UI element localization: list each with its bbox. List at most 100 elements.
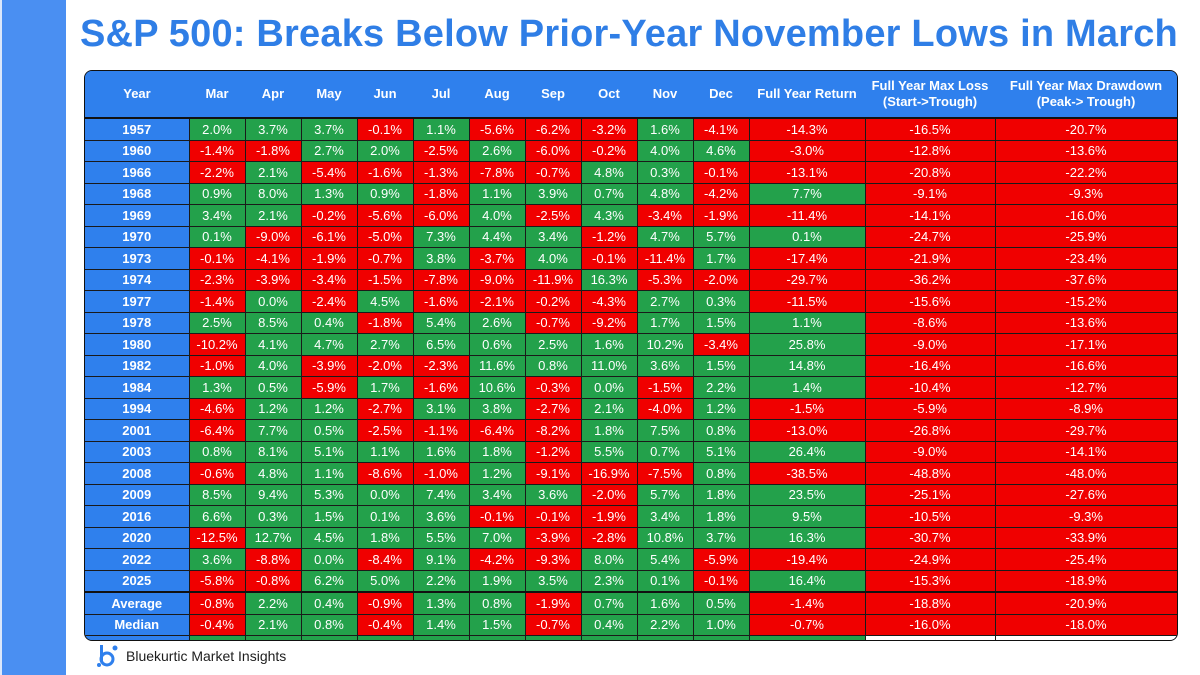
year-cell: 1994	[85, 397, 190, 420]
value-cell: 0.4%	[300, 311, 358, 334]
value-cell: 5.5%	[580, 440, 638, 463]
value-cell: 10.6%	[468, 376, 526, 399]
value-cell: 3.6%	[412, 505, 470, 528]
summary-value-cell: 63.64%	[692, 635, 750, 640]
value-cell: -1.9%	[692, 204, 750, 227]
year-cell: 2008	[85, 462, 190, 485]
value-cell: -10.2%	[188, 333, 246, 356]
column-header: Aug	[469, 71, 525, 119]
value-cell: -2.0%	[356, 354, 414, 377]
summary-label-cell: % Positive	[85, 635, 190, 640]
summary-value-cell: -18.0%	[994, 613, 1177, 636]
side-accent-line	[0, 0, 2, 675]
value-cell: -3.9%	[300, 354, 358, 377]
value-cell: 4.4%	[468, 225, 526, 248]
value-cell: 1.7%	[692, 247, 750, 270]
value-cell: -5.6%	[356, 204, 414, 227]
value-cell: 1.6%	[636, 117, 694, 141]
value-cell: -13.6%	[994, 139, 1177, 162]
value-cell: -14.3%	[748, 117, 866, 141]
value-cell: 3.1%	[412, 397, 470, 420]
value-cell: -5.9%	[864, 397, 996, 420]
summary-value-cell: -0.4%	[188, 613, 246, 636]
value-cell: 2.2%	[412, 569, 470, 593]
value-cell: -0.1%	[692, 161, 750, 184]
value-cell: 0.0%	[300, 548, 358, 571]
value-cell: -24.7%	[864, 225, 996, 248]
summary-value-cell: 72.73%	[636, 635, 694, 640]
value-cell: -4.2%	[692, 182, 750, 205]
value-cell: 0.0%	[580, 376, 638, 399]
value-cell: -2.3%	[412, 354, 470, 377]
value-cell: -6.4%	[188, 419, 246, 442]
value-cell: 0.0%	[356, 483, 414, 506]
value-cell: -4.1%	[244, 247, 302, 270]
column-header: Mar	[189, 71, 245, 119]
value-cell: 1.3%	[300, 182, 358, 205]
value-cell: -3.0%	[748, 139, 866, 162]
value-cell: 0.3%	[244, 505, 302, 528]
value-cell: 4.3%	[580, 204, 638, 227]
value-cell: 9.5%	[748, 505, 866, 528]
summary-value-cell: -20.9%	[994, 591, 1177, 615]
value-cell: -6.1%	[300, 225, 358, 248]
value-cell: 8.0%	[244, 182, 302, 205]
value-cell: -1.9%	[580, 505, 638, 528]
value-cell: -15.2%	[994, 290, 1177, 313]
value-cell: -9.3%	[994, 505, 1177, 528]
value-cell: 2.7%	[356, 333, 414, 356]
table-header-row: Year Mar Apr May Jun Jul Aug Sep Oct Nov Dec Full Y…	[85, 71, 1177, 119]
value-cell: 0.1%	[356, 505, 414, 528]
value-cell: -0.7%	[524, 311, 582, 334]
value-cell: -1.8%	[412, 182, 470, 205]
value-cell: -1.8%	[356, 311, 414, 334]
value-cell: -9.3%	[994, 182, 1177, 205]
value-cell: 4.7%	[636, 225, 694, 248]
value-cell: 2.6%	[468, 311, 526, 334]
value-cell: 5.7%	[636, 483, 694, 506]
value-cell: 4.0%	[468, 204, 526, 227]
value-cell: 11.0%	[580, 354, 638, 377]
value-cell: 4.0%	[524, 247, 582, 270]
value-cell: 0.3%	[636, 161, 694, 184]
year-cell: 1984	[85, 376, 190, 399]
column-header: May	[301, 71, 357, 119]
year-cell: 1980	[85, 333, 190, 356]
footer-brand-text: Bluekurtic Market Insights	[126, 648, 287, 664]
side-accent-bar	[0, 0, 66, 675]
value-cell: -1.6%	[356, 161, 414, 184]
value-cell: -6.0%	[412, 204, 470, 227]
value-cell: 2.1%	[244, 204, 302, 227]
value-cell: 1.2%	[244, 397, 302, 420]
value-cell: -2.4%	[300, 290, 358, 313]
value-cell: -1.4%	[188, 290, 246, 313]
table-row: 1977 -1.4% 0.0% -2.4% 4.5% -1.6% -2.1% -0.2% -4.…	[85, 290, 1177, 313]
value-cell: -1.2%	[524, 440, 582, 463]
year-cell: 1957	[85, 117, 190, 141]
year-cell: 2022	[85, 548, 190, 571]
value-cell: -48.8%	[864, 462, 996, 485]
value-cell: -15.3%	[864, 569, 996, 593]
value-cell: -8.9%	[994, 397, 1177, 420]
summary-value-cell: 2.2%	[636, 613, 694, 636]
value-cell: -9.0%	[244, 225, 302, 248]
table-row: 1966 -2.2% 2.1% -5.4% -1.6% -1.3% -7.8% -0.7% 4.…	[85, 161, 1177, 184]
value-cell: 0.7%	[636, 440, 694, 463]
value-cell: 1.8%	[692, 483, 750, 506]
value-cell: 0.8%	[692, 462, 750, 485]
value-cell: -1.8%	[244, 139, 302, 162]
value-cell: 8.5%	[188, 483, 246, 506]
summary-value-cell: 0.4%	[580, 613, 638, 636]
value-cell: -22.2%	[994, 161, 1177, 184]
value-cell: -12.5%	[188, 526, 246, 549]
value-cell: -7.5%	[636, 462, 694, 485]
value-cell: 1.1%	[300, 462, 358, 485]
value-cell: 12.7%	[244, 526, 302, 549]
value-cell: 3.7%	[300, 117, 358, 141]
value-cell: 1.6%	[580, 333, 638, 356]
value-cell: 3.9%	[524, 182, 582, 205]
value-cell: 1.7%	[356, 376, 414, 399]
value-cell: -13.0%	[748, 419, 866, 442]
summary-row: Average -0.8% 2.2% 0.4% -0.9% 1.3% 0.8% -1.9% 0.…	[85, 591, 1177, 615]
value-cell: -12.8%	[864, 139, 996, 162]
